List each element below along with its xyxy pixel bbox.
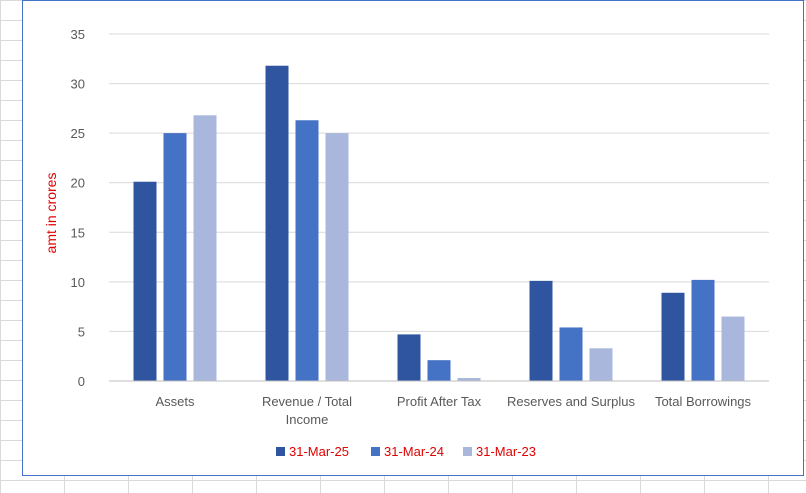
category-label: Profit After Tax [397, 394, 482, 409]
bar [427, 360, 451, 381]
category-labels: Assets Revenue / Total Income Profit After … [155, 394, 751, 427]
legend-label: 31-Mar-25 [289, 444, 349, 459]
legend-label: 31-Mar-23 [476, 444, 536, 459]
bar [529, 280, 553, 381]
bar-chart: 0 5 10 15 20 25 30 35 Assets Revenue / Total Inco… [43, 27, 769, 459]
y-tick-label: 10 [71, 275, 85, 290]
bar [265, 65, 289, 382]
y-tick-label: 0 [78, 374, 85, 389]
legend-label: 31-Mar-24 [384, 444, 444, 459]
y-tick-label: 15 [71, 225, 85, 240]
y-tick-label: 30 [71, 77, 85, 92]
bar [589, 348, 613, 381]
legend: 31-Mar-25 31-Mar-24 31-Mar-23 [276, 444, 536, 459]
legend-swatch [276, 447, 285, 456]
category-label: Income [286, 412, 329, 427]
category-label: Assets [155, 394, 195, 409]
y-axis-label: amt in crores [43, 173, 59, 254]
y-tick-label: 5 [78, 324, 85, 339]
bar [295, 120, 319, 382]
category-label: Reserves and Surplus [507, 394, 635, 409]
legend-swatch [371, 447, 380, 456]
bar [457, 378, 481, 381]
chart-frame: 0 5 10 15 20 25 30 35 Assets Revenue / Total Inco… [22, 0, 804, 476]
bars [133, 65, 745, 382]
bar [133, 181, 157, 381]
bar [559, 327, 583, 381]
bar [661, 292, 685, 381]
y-axis-ticks: 0 5 10 15 20 25 30 35 [71, 27, 85, 389]
bar [691, 279, 715, 381]
category-label: Revenue / Total [262, 394, 352, 409]
bar [325, 133, 349, 381]
legend-swatch [463, 447, 472, 456]
y-tick-label: 35 [71, 27, 85, 42]
bar [193, 115, 217, 381]
bar [721, 316, 745, 381]
bar [397, 334, 421, 381]
y-tick-label: 25 [71, 126, 85, 141]
bar [163, 133, 187, 381]
category-label: Total Borrowings [655, 394, 752, 409]
y-tick-label: 20 [71, 176, 85, 191]
gridlines [109, 33, 769, 332]
